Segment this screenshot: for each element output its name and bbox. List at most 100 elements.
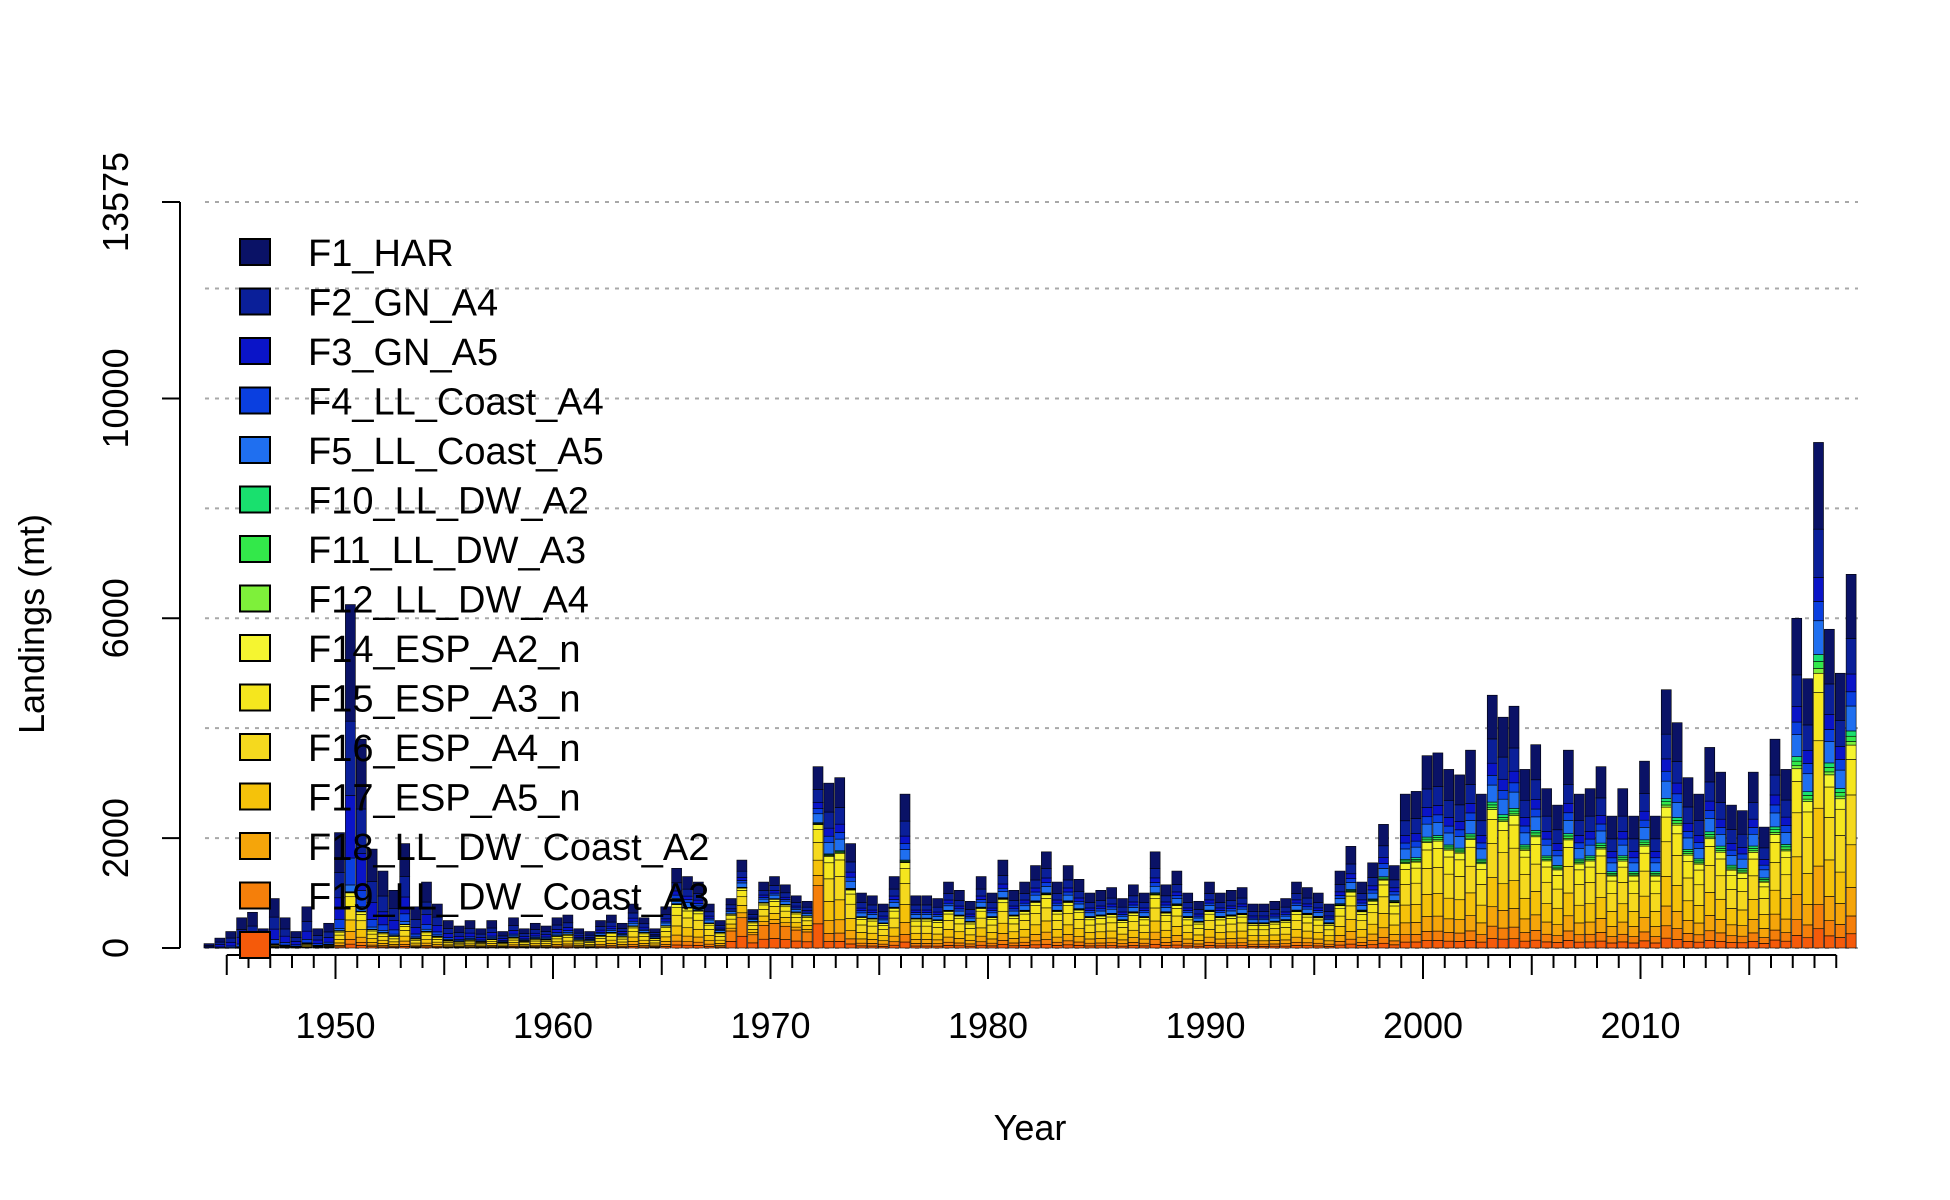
bar-segment [1497, 821, 1509, 831]
bar-segment [453, 925, 465, 933]
bar-segment [1258, 940, 1270, 945]
bar-segment [1791, 734, 1803, 757]
bar-segment [1671, 820, 1683, 824]
bar-segment [1747, 851, 1759, 860]
bar-segment [1454, 829, 1465, 837]
bar-segment [975, 888, 987, 897]
bar-segment [910, 904, 922, 911]
bar-segment [1041, 851, 1052, 869]
bar-segment [442, 920, 454, 929]
bar-segment [1106, 897, 1117, 905]
bar-segment [616, 922, 628, 929]
bar-segment [627, 936, 639, 942]
bar-segment [943, 913, 954, 921]
bar-segment [1138, 919, 1150, 926]
bar-segment [1682, 861, 1694, 879]
bar-segment [1019, 899, 1030, 904]
bar-segment [1650, 838, 1661, 852]
legend-swatch-6 [239, 535, 271, 563]
bar-segment [606, 936, 617, 941]
bar-segment [1204, 899, 1215, 904]
bar-segment [1563, 749, 1574, 785]
bar-segment [758, 909, 769, 917]
bar-segment [693, 928, 704, 938]
bar-segment [997, 859, 1009, 876]
bar-segment [1552, 850, 1563, 857]
bar-segment [975, 944, 987, 949]
bar-segment [1399, 863, 1411, 870]
bar-segment [1421, 755, 1433, 790]
bar-segment [1432, 930, 1444, 941]
bar-segment [540, 925, 552, 932]
bar-segment [421, 942, 432, 946]
bar-segment [366, 933, 378, 939]
bar-segment [1454, 919, 1465, 934]
bar-segment [421, 881, 432, 903]
bar-segment [954, 945, 965, 949]
bar-segment [529, 932, 541, 937]
bar-segment [660, 918, 672, 922]
bar-segment [410, 919, 421, 928]
bar-segment [410, 942, 421, 946]
bar-segment [1334, 926, 1346, 936]
bar-segment [301, 921, 313, 932]
bar-segment [529, 940, 541, 944]
bar-segment [1791, 674, 1803, 707]
bar-segment [1443, 873, 1455, 899]
bar-segment [1802, 773, 1813, 793]
bar-segment [888, 899, 900, 903]
bar-segment [1378, 857, 1389, 864]
bar-segment [1302, 937, 1313, 944]
bar-segment [1356, 936, 1368, 943]
bar-segment [769, 923, 780, 939]
bar-segment [986, 910, 998, 914]
bar-segment [1824, 714, 1835, 730]
bar-segment [1693, 863, 1705, 871]
bar-segment [345, 919, 356, 932]
bar-segment [1476, 848, 1487, 860]
bar-segment [1584, 860, 1596, 868]
bar-segment [1650, 936, 1661, 944]
bar-segment [812, 808, 824, 815]
bar-segment [1845, 730, 1857, 737]
bar-segment [1182, 902, 1194, 909]
bar-segment [388, 936, 400, 940]
bar-segment [747, 942, 759, 949]
bar-segment [921, 909, 933, 913]
bar-segment [1269, 913, 1281, 917]
bar-segment [1432, 840, 1444, 849]
bar-segment [910, 920, 922, 927]
bar-segment [1291, 902, 1302, 906]
legend-swatch-7 [239, 584, 271, 613]
bar-segment [1552, 907, 1563, 926]
bar-segment [910, 912, 922, 915]
bar-segment [1421, 931, 1433, 941]
bar-segment [1824, 774, 1835, 788]
bar-segment [1802, 763, 1813, 775]
bar-segment [1095, 889, 1107, 901]
bar-segment [1617, 788, 1629, 817]
bar-segment [1323, 911, 1335, 917]
bar-segment [486, 927, 498, 933]
bar-segment [682, 876, 693, 890]
bar-segment [1573, 922, 1585, 936]
bar-segment [1726, 908, 1737, 926]
bar-segment [986, 892, 998, 903]
bar-segment [714, 920, 726, 926]
bar-segment [1030, 924, 1041, 935]
bar-segment [1073, 900, 1085, 905]
bar-segment [1149, 907, 1161, 922]
x-tick-label-6: 2010 [1600, 1005, 1680, 1046]
bar-segment [736, 870, 748, 878]
bar-segment [1323, 929, 1335, 937]
bar-segment [1650, 851, 1661, 859]
bar-segment [1519, 856, 1531, 875]
bar-segment [486, 920, 498, 929]
bar-segment [1541, 831, 1552, 840]
bar-segment [1497, 927, 1509, 940]
bar-segment [1084, 924, 1096, 933]
bar-segment [1095, 923, 1107, 933]
bar-segment [1628, 862, 1639, 872]
bar-segment [1432, 837, 1444, 840]
bar-segment [1465, 865, 1476, 894]
